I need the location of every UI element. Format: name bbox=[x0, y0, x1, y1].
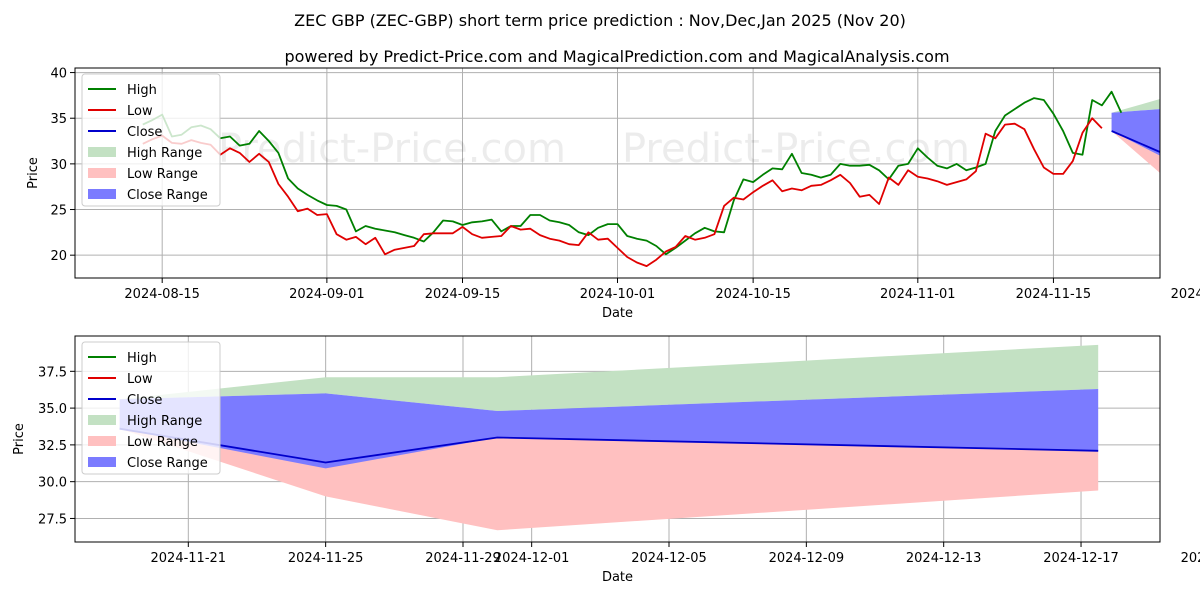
legend-swatch bbox=[88, 436, 116, 446]
close-range-area bbox=[1111, 109, 1160, 156]
y-tick-label: 35.0 bbox=[38, 402, 67, 417]
x-tick-label: 2024-11-21 bbox=[151, 551, 227, 566]
y-tick-label: 40 bbox=[50, 67, 67, 82]
legend-box bbox=[81, 73, 221, 207]
y-tick-label: 32.5 bbox=[38, 439, 67, 454]
close-line bbox=[119, 427, 1099, 464]
x-tick-label: 2024-12-01 bbox=[494, 551, 570, 566]
bottom-chart-panel: Predict-Price.com Predict-Price.com 2024… bbox=[12, 335, 1200, 585]
y-tick-label: 27.5 bbox=[38, 512, 67, 527]
x-tick-label: 2024-08-15 bbox=[124, 287, 200, 302]
x-tick-label: 2024-10-15 bbox=[715, 287, 791, 302]
legend-swatch bbox=[88, 415, 116, 425]
plot-frame bbox=[74, 335, 1161, 543]
legend-swatch bbox=[88, 189, 116, 199]
legend-label: High Range bbox=[127, 414, 202, 429]
legend-label: High bbox=[127, 83, 157, 98]
x-tick-label: 2024-11-01 bbox=[880, 287, 956, 302]
legend-swatch bbox=[88, 457, 116, 467]
x-tick-label: 2024-12-09 bbox=[769, 551, 845, 566]
y-tick-label: 30.0 bbox=[38, 476, 67, 491]
x-tick-label: 2024-12-13 bbox=[906, 551, 982, 566]
legend-label: Low Range bbox=[127, 167, 198, 182]
high-range-area bbox=[1111, 99, 1160, 113]
range-areas bbox=[119, 344, 1099, 531]
range-areas bbox=[1111, 99, 1160, 173]
legend-label: Low bbox=[127, 104, 153, 119]
axes: 2024-08-15 2024-09-01 2024-09-15 2024-10-01… bbox=[26, 67, 1200, 321]
y-tick-label: 20 bbox=[50, 249, 67, 264]
chart-title: ZEC GBP (ZEC-GBP) short term price predi… bbox=[294, 11, 906, 30]
axes: 2024-11-21 2024-11-25 2024-11-292024-12-01… bbox=[12, 335, 1200, 585]
legend-box bbox=[81, 341, 221, 475]
legend-label: Close Range bbox=[127, 456, 208, 471]
legend: High Low Close High Range Low Range Close Ran… bbox=[81, 341, 221, 475]
series-lines bbox=[142, 90, 1160, 268]
x-tick-label: 2024-12-17 bbox=[1043, 551, 1119, 566]
y-tick-label: 30 bbox=[50, 158, 67, 173]
legend-label: Close Range bbox=[127, 188, 208, 203]
x-tick-label: 2024-12-05 bbox=[631, 551, 707, 566]
close-range-area bbox=[119, 388, 1099, 469]
low-range-area bbox=[1111, 131, 1160, 173]
legend-label: Close bbox=[127, 125, 162, 140]
y-tick-label: 35 bbox=[50, 112, 67, 127]
x-tick-label: 2024-09-15 bbox=[425, 287, 501, 302]
legend-label: Low bbox=[127, 372, 153, 387]
x-tick-label: 2024-09-01 bbox=[289, 287, 365, 302]
legend-swatch bbox=[88, 147, 116, 157]
legend: High Low Close High Range Low Range Close Ran… bbox=[81, 73, 221, 207]
x-tick-label: 2024-11-15 bbox=[1016, 287, 1092, 302]
x-tick-label: 2024-10-01 bbox=[580, 287, 656, 302]
high-line bbox=[142, 90, 1123, 256]
close-line bbox=[1111, 130, 1160, 153]
top-chart-panel: Predict-Price.com Predict-Price.com 2024… bbox=[26, 67, 1200, 321]
legend-label: Low Range bbox=[127, 435, 198, 450]
legend-label: High bbox=[127, 351, 157, 366]
high-range-area bbox=[119, 344, 1099, 412]
y-tick-label: 25 bbox=[50, 204, 67, 219]
x-tick-label: 2024-12-01 bbox=[1171, 287, 1200, 302]
legend-swatch bbox=[88, 168, 116, 178]
chart-subtitle: powered by Predict-Price.com and Magical… bbox=[284, 47, 949, 66]
y-axis-label: Price bbox=[26, 157, 41, 189]
legend-label: Close bbox=[127, 393, 162, 408]
x-tick-label: 2024-11-25 bbox=[288, 551, 364, 566]
x-axis-label: Date bbox=[602, 306, 633, 321]
y-axis-label: Price bbox=[12, 423, 27, 455]
legend-label: High Range bbox=[127, 146, 202, 161]
y-tick-label: 37.5 bbox=[38, 365, 67, 380]
grid-lines bbox=[75, 68, 1160, 278]
series-lines bbox=[119, 427, 1099, 464]
x-axis-label: Date bbox=[602, 570, 633, 585]
x-tick-label: 2024-11-29 bbox=[425, 551, 501, 566]
watermark-right: Predict-Price.com bbox=[622, 126, 970, 172]
low-line bbox=[142, 117, 1103, 268]
x-tick-label: 2024-12-21 bbox=[1181, 551, 1200, 566]
